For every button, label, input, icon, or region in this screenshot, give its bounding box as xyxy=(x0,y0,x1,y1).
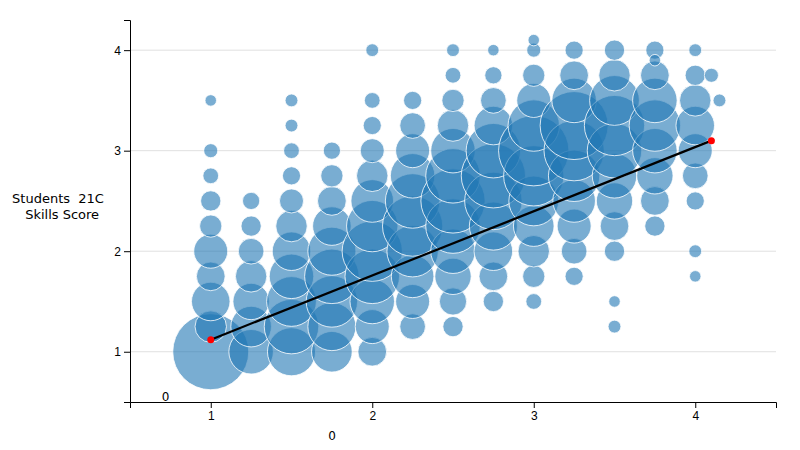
bubble xyxy=(404,91,422,109)
bubble xyxy=(560,61,589,90)
bubble xyxy=(437,110,468,141)
bubble xyxy=(686,192,704,210)
bubble xyxy=(203,168,219,184)
tick-label: 3 xyxy=(531,409,538,423)
bubble xyxy=(689,245,702,258)
y-axis-title: Students 21C Skills Score xyxy=(12,191,104,222)
bubble xyxy=(360,139,384,163)
chart: 1234123400Students 21C Skills Score xyxy=(0,0,800,450)
y-axis: 1 2 3 4 xyxy=(114,21,130,403)
bubble xyxy=(523,64,545,86)
bubble xyxy=(445,67,461,83)
trend-markers xyxy=(207,137,715,343)
bubble xyxy=(323,142,340,159)
bubble xyxy=(526,294,542,310)
bubble xyxy=(200,215,222,237)
bubble xyxy=(243,192,260,209)
tick: 3 xyxy=(114,144,130,158)
bubble xyxy=(400,113,426,139)
tick: 3 xyxy=(531,402,538,423)
trend-line xyxy=(211,141,712,340)
bubble xyxy=(357,160,388,191)
trend-marker xyxy=(708,137,715,144)
tick-mark xyxy=(534,402,535,408)
bubble xyxy=(483,291,503,311)
bubble xyxy=(604,40,624,60)
bubble xyxy=(366,44,379,57)
bubble xyxy=(238,238,264,264)
bubble xyxy=(680,85,711,116)
bubble xyxy=(241,216,261,236)
tick-mark xyxy=(211,402,212,408)
bubble xyxy=(608,320,621,333)
tick-mark xyxy=(124,352,130,353)
tick-label: 2 xyxy=(114,245,121,259)
tick-label: 4 xyxy=(692,409,699,423)
bubbles xyxy=(173,34,726,389)
bubble xyxy=(565,41,583,59)
y-axis-title-line: Skills Score xyxy=(17,207,99,222)
bubble xyxy=(276,210,307,241)
bubble xyxy=(704,68,718,82)
bubble xyxy=(689,44,702,57)
bubble xyxy=(713,94,726,107)
tick-label: 2 xyxy=(369,409,376,423)
tick: 4 xyxy=(114,43,130,57)
bubble xyxy=(481,88,507,114)
bubble xyxy=(565,267,583,285)
tick: 4 xyxy=(692,402,699,423)
bubble xyxy=(201,191,221,211)
trend-marker xyxy=(207,336,214,343)
annotations: 00 xyxy=(162,390,336,443)
bubble xyxy=(685,65,705,85)
bubble xyxy=(282,167,300,185)
bubble xyxy=(609,296,620,307)
axis-line xyxy=(131,403,777,409)
bubble xyxy=(528,34,539,45)
bubble xyxy=(488,44,499,55)
tick-label: 1 xyxy=(208,409,215,423)
bubble xyxy=(523,265,545,287)
tick-mark xyxy=(695,402,696,408)
bubble xyxy=(447,44,460,57)
axis-line xyxy=(124,21,131,403)
bubble xyxy=(599,60,630,91)
tick: 1 xyxy=(208,402,215,423)
y-axis-title-line: Students 21C xyxy=(12,191,104,206)
x-axis: 1 2 3 4 xyxy=(131,402,777,423)
bubble xyxy=(649,54,660,65)
bubble xyxy=(284,143,300,159)
plot-area xyxy=(173,34,726,389)
grid xyxy=(130,50,776,352)
bubble xyxy=(285,94,298,107)
tick-label: 4 xyxy=(114,43,121,57)
bubble xyxy=(205,95,216,106)
bubble xyxy=(363,116,381,134)
tick-mark xyxy=(124,151,130,152)
bubble xyxy=(321,165,343,187)
bubble xyxy=(442,89,464,111)
bubble xyxy=(604,241,624,261)
bubble xyxy=(443,316,463,336)
tick-label: 1 xyxy=(114,345,121,359)
bubble xyxy=(318,187,347,216)
bubble xyxy=(645,216,665,236)
bubble xyxy=(194,234,228,268)
tick-mark xyxy=(124,50,130,51)
tick: 2 xyxy=(369,402,376,423)
tick-mark xyxy=(372,402,373,408)
tick-mark xyxy=(124,251,130,252)
tick-label: 3 xyxy=(114,144,121,158)
bubble xyxy=(279,189,303,213)
bubble xyxy=(364,93,380,109)
bubble xyxy=(485,67,502,84)
annotation: 0 xyxy=(328,429,336,443)
bubble xyxy=(690,271,701,282)
tick: 1 xyxy=(114,345,130,359)
tick: 2 xyxy=(114,245,130,259)
bubble xyxy=(285,119,298,132)
annotation: 0 xyxy=(162,390,170,404)
bubble xyxy=(204,144,218,158)
bubble xyxy=(235,261,266,292)
